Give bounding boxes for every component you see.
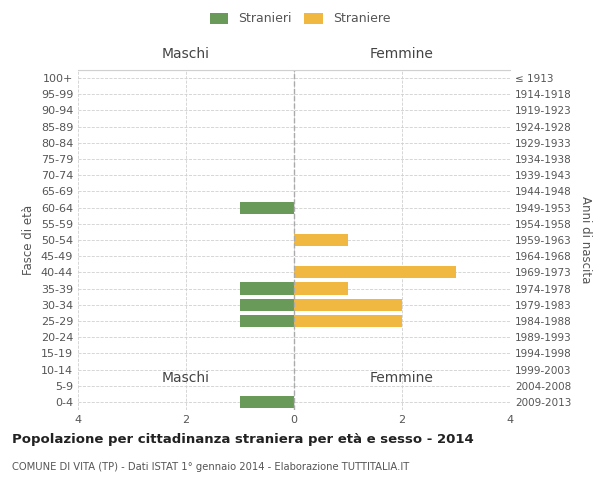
Legend: Stranieri, Straniere: Stranieri, Straniere	[206, 8, 394, 29]
Bar	[294, 234, 348, 246]
Text: Femmine: Femmine	[370, 372, 434, 386]
Bar	[294, 282, 348, 294]
Bar	[294, 315, 402, 327]
Bar	[240, 396, 294, 408]
Text: Maschi: Maschi	[162, 48, 210, 62]
Bar	[240, 298, 294, 311]
Bar	[240, 315, 294, 327]
Bar	[240, 202, 294, 213]
Text: Femmine: Femmine	[370, 48, 434, 62]
Text: Maschi: Maschi	[162, 372, 210, 386]
Y-axis label: Anni di nascita: Anni di nascita	[578, 196, 592, 284]
Bar	[240, 282, 294, 294]
Text: Popolazione per cittadinanza straniera per età e sesso - 2014: Popolazione per cittadinanza straniera p…	[12, 432, 474, 446]
Bar	[294, 266, 456, 278]
Bar	[294, 298, 402, 311]
Text: COMUNE DI VITA (TP) - Dati ISTAT 1° gennaio 2014 - Elaborazione TUTTITALIA.IT: COMUNE DI VITA (TP) - Dati ISTAT 1° genn…	[12, 462, 409, 472]
Y-axis label: Fasce di età: Fasce di età	[22, 205, 35, 275]
